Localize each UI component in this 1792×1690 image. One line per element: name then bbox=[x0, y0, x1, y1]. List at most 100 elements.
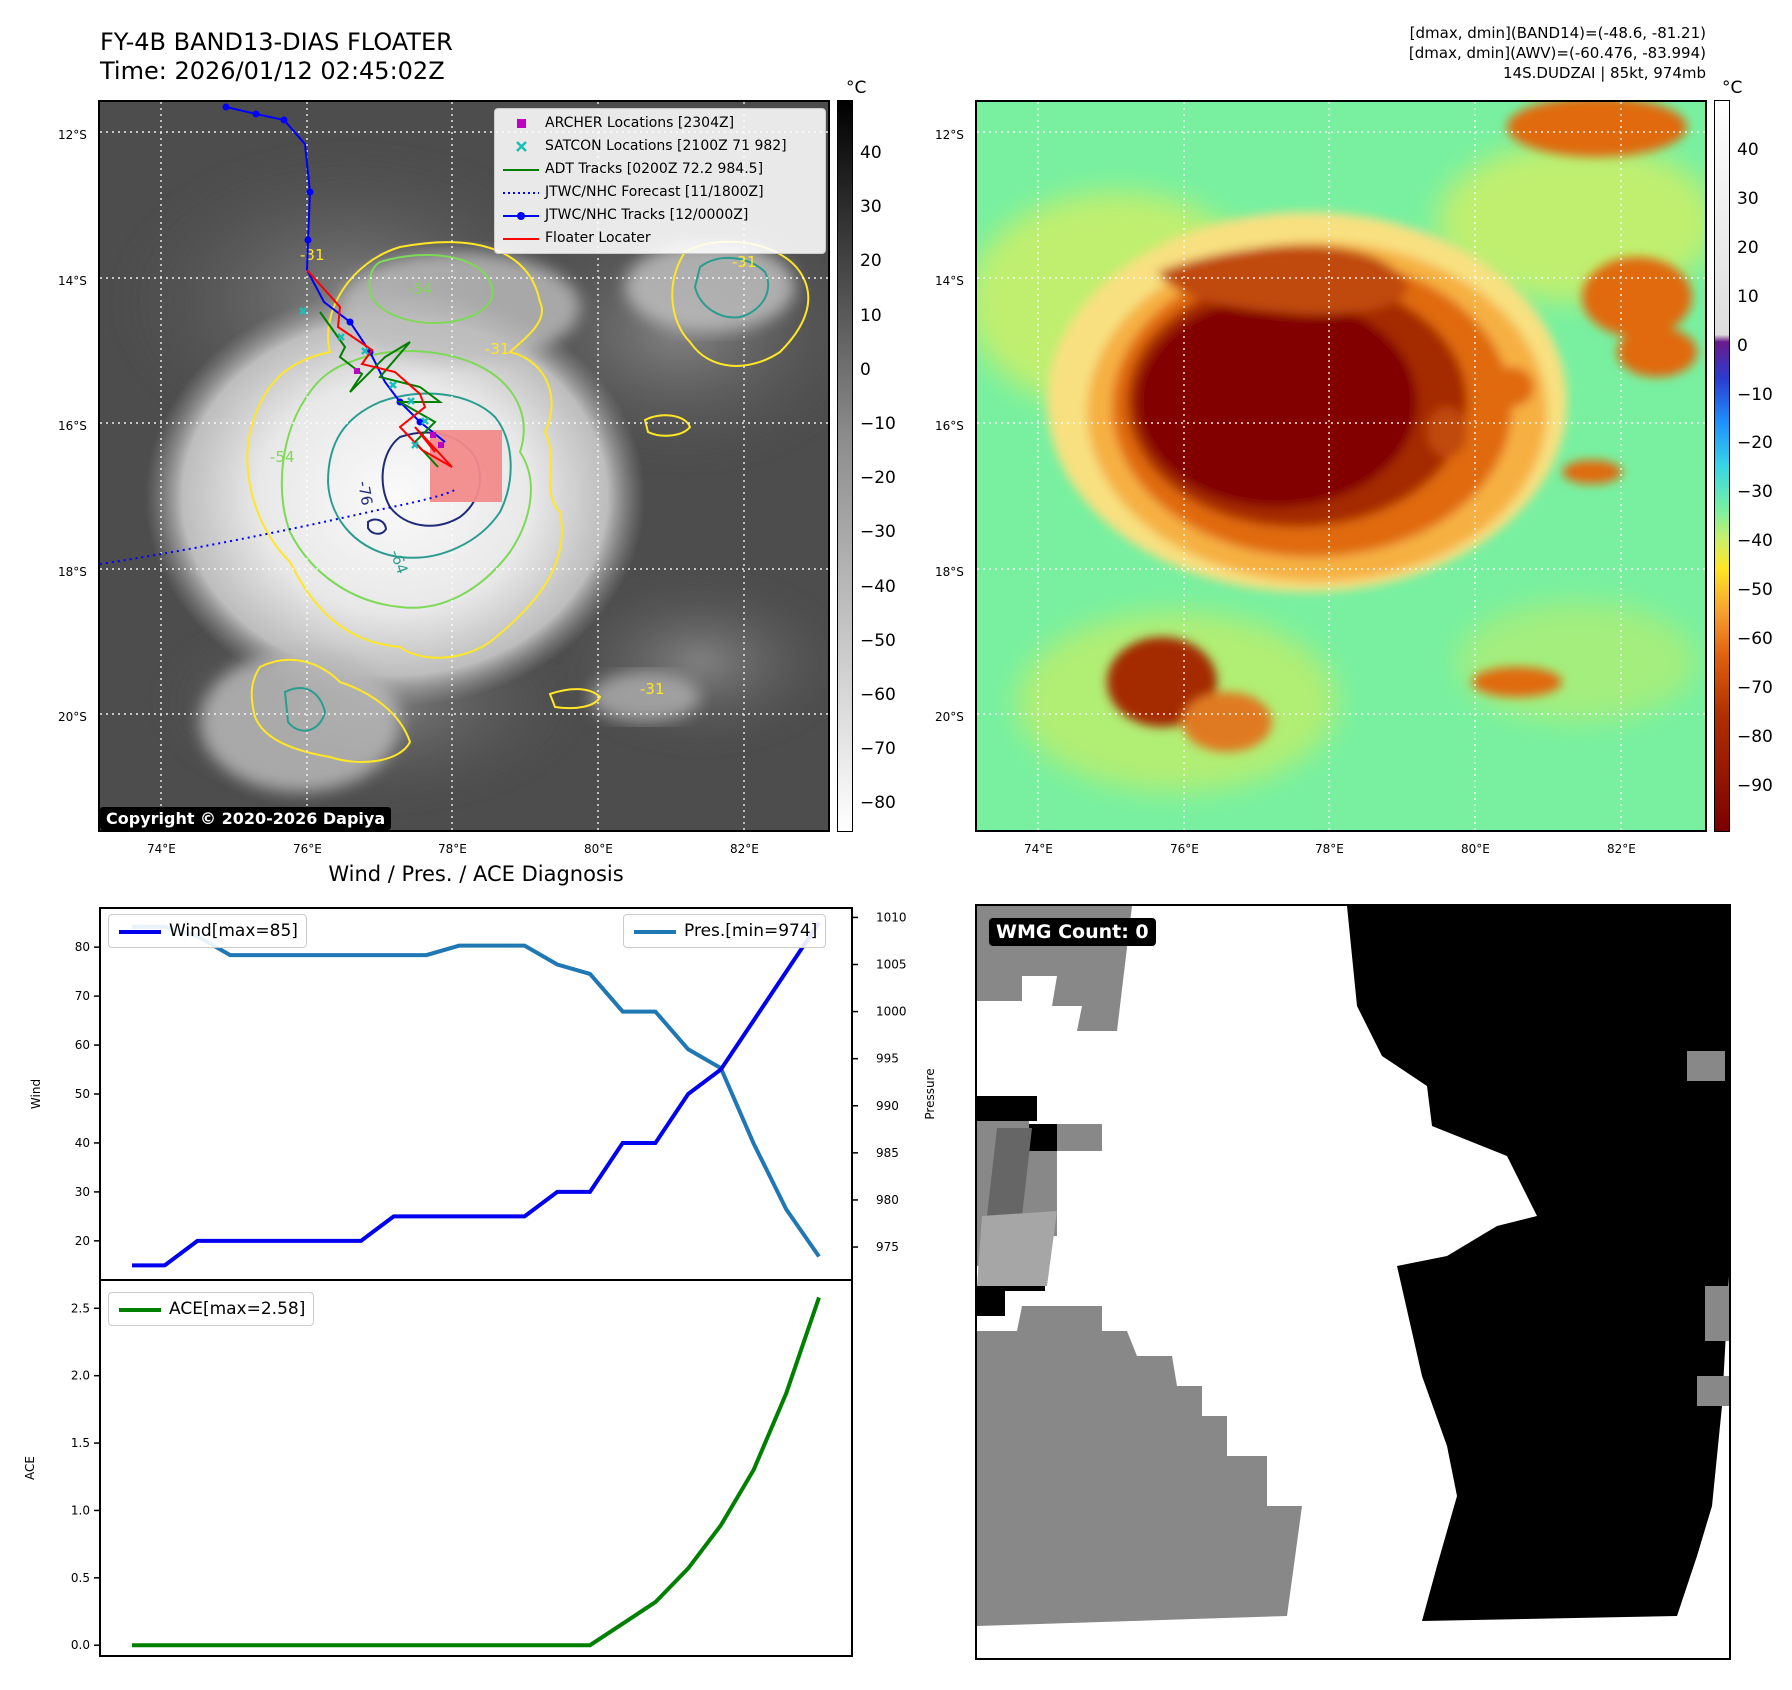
pressure-legend: Pres.[min=974] bbox=[623, 914, 827, 948]
legend-floater: Floater Locater bbox=[495, 227, 825, 250]
info-line-1: [dmax, dmin](BAND14)=(-48.6, -81.21) bbox=[1409, 24, 1706, 42]
title-line-2: Time: 2026/01/12 02:45:02Z bbox=[100, 57, 445, 85]
pressure-axis-label: Pressure bbox=[923, 1068, 937, 1119]
colorbar-right-unit: °C bbox=[1722, 78, 1743, 98]
legend-floater-label: Floater Locater bbox=[545, 230, 651, 246]
colorbar-right-tick: 20 bbox=[1737, 237, 1759, 258]
contour-54-b bbox=[368, 253, 494, 324]
contour-31 bbox=[246, 241, 563, 659]
pressure-ytick-label: 1005 bbox=[876, 958, 907, 972]
pressure-ytick-label: 1000 bbox=[876, 1005, 907, 1019]
contour-label-54: -54 bbox=[408, 280, 433, 298]
contour-label-31-south: -31 bbox=[640, 680, 665, 698]
contour-label-31: -31 bbox=[300, 246, 325, 264]
info-line-2: [dmax, dmin](AWV)=(-60.476, -83.994) bbox=[1408, 44, 1706, 62]
colorbar-right bbox=[1714, 100, 1730, 832]
lat-label-20s: 20°S bbox=[58, 710, 87, 724]
ace-axes-frame bbox=[99, 1279, 853, 1657]
colorbar-right-tick: −40 bbox=[1737, 531, 1773, 552]
wind-ytick-label: 50 bbox=[75, 1087, 90, 1101]
wind-legend-label: Wind[max=85] bbox=[169, 921, 298, 941]
colorbar-left-unit: °C bbox=[846, 78, 867, 98]
wind-axes-frame bbox=[99, 907, 853, 1281]
pressure-series-line bbox=[132, 924, 821, 1258]
lat-label-14s-right: 14°S bbox=[935, 274, 964, 288]
lon-label-76e: 76°E bbox=[293, 842, 322, 856]
lon-label-82e-right: 82°E bbox=[1607, 842, 1636, 856]
lon-label-80e-right: 80°E bbox=[1461, 842, 1490, 856]
legend-adt: ADT Tracks [0200Z 72.2 984.5] bbox=[495, 158, 825, 181]
legend-archer: ARCHER Locations [2304Z] bbox=[495, 112, 825, 135]
wmg-panel: WMG Count: 0 bbox=[975, 904, 1731, 1660]
contour-label-31-right: -31 bbox=[485, 340, 510, 358]
contour-64 bbox=[326, 392, 512, 559]
ace-ytick-label: 2.0 bbox=[71, 1369, 90, 1383]
legend-jtwc-track-label: JTWC/NHC Tracks [12/0000Z] bbox=[545, 207, 749, 223]
colorbar-right-tick: −60 bbox=[1737, 629, 1773, 649]
wind-ytick-label: 40 bbox=[75, 1136, 90, 1150]
ace-ytick-label: 0.5 bbox=[71, 1571, 90, 1585]
legend-jtwc-track: JTWC/NHC Tracks [12/0000Z] bbox=[495, 204, 825, 227]
adt-track-line bbox=[319, 311, 443, 468]
pressure-ytick-label: 980 bbox=[876, 1193, 899, 1207]
copyright-badge: Copyright © 2020-2026 Dapiya bbox=[100, 807, 392, 830]
lat-label-12s-right: 12°S bbox=[935, 128, 964, 142]
diagnosis-title: Wind / Pres. / ACE Diagnosis bbox=[328, 862, 624, 886]
contour-54 bbox=[280, 350, 532, 609]
jtwc-track-line bbox=[225, 106, 446, 443]
legend-satcon: SATCON Locations [2100Z 71 982] bbox=[495, 135, 825, 158]
contour-label-76: -76 bbox=[354, 480, 376, 507]
wind-ytick-label: 60 bbox=[75, 1038, 90, 1052]
colorbar-left-tick: 20 bbox=[860, 251, 882, 272]
wind-series-line bbox=[132, 921, 821, 1268]
contour-31-e bbox=[643, 414, 692, 437]
ace-ytick-label: 1.5 bbox=[71, 1436, 90, 1450]
colorbar-right-tick: −70 bbox=[1737, 677, 1773, 698]
enhanced-ir-panel bbox=[975, 100, 1707, 832]
wmg-map bbox=[977, 906, 1729, 1626]
ir-map-panel: -31 -31 -31 -31 -54 -54 -76 -64 bbox=[98, 100, 830, 832]
lat-label-20s-right: 20°S bbox=[935, 710, 964, 724]
lat-label-12s: 12°S bbox=[58, 128, 87, 142]
contour-54-c bbox=[693, 256, 770, 319]
legend-satcon-label: SATCON Locations [2100Z 71 982] bbox=[545, 138, 787, 154]
lat-label-16s: 16°S bbox=[58, 419, 87, 433]
colorbar-right-tick: −10 bbox=[1737, 384, 1773, 405]
colorbar-right-tick: −80 bbox=[1737, 726, 1773, 747]
ace-ytick-label: 2.5 bbox=[71, 1301, 90, 1315]
wind-legend: Wind[max=85] bbox=[108, 914, 307, 948]
pressure-legend-label: Pres.[min=974] bbox=[684, 921, 818, 941]
legend-jtwc-forecast-label: JTWC/NHC Forecast [11/1800Z] bbox=[545, 184, 764, 200]
lat-label-18s: 18°S bbox=[58, 565, 87, 579]
colorbar-right-tick: −20 bbox=[1737, 433, 1773, 454]
legend-jtwc-forecast: JTWC/NHC Forecast [11/1800Z] bbox=[495, 181, 825, 204]
info-line-3: 14S.DUDZAI | 85kt, 974mb bbox=[1503, 64, 1706, 82]
pressure-ytick-label: 985 bbox=[876, 1146, 899, 1160]
colorbar-left-tick: −70 bbox=[860, 739, 896, 760]
legend-adt-label: ADT Tracks [0200Z 72.2 984.5] bbox=[545, 161, 764, 177]
colorbar-right-tick: −50 bbox=[1737, 580, 1773, 601]
lon-label-74e-right: 74°E bbox=[1024, 842, 1053, 856]
colorbar-left-tick: 30 bbox=[860, 197, 882, 218]
wmg-count-badge: WMG Count: 0 bbox=[989, 918, 1156, 946]
contour-31-d bbox=[548, 688, 602, 710]
colorbar-left-tick: −40 bbox=[860, 576, 896, 597]
ace-series-line bbox=[132, 1296, 821, 1648]
lon-label-80e: 80°E bbox=[584, 842, 613, 856]
colorbar-right-tick: −90 bbox=[1737, 775, 1773, 796]
colorbar-left-tick: −30 bbox=[860, 522, 896, 543]
colorbar-left-tick: −80 bbox=[860, 793, 896, 814]
colorbar-left bbox=[837, 100, 853, 832]
contour-31-c bbox=[250, 658, 412, 763]
colorbar-left-tick: 40 bbox=[860, 143, 882, 163]
lon-label-78e-right: 78°E bbox=[1315, 842, 1344, 856]
lat-label-14s: 14°S bbox=[58, 274, 87, 288]
floater-locater-line bbox=[306, 269, 453, 468]
wind-ytick-label: 80 bbox=[75, 940, 90, 954]
ace-legend: ACE[max=2.58] bbox=[108, 1292, 315, 1326]
colorbar-left-tick: 0 bbox=[860, 359, 871, 380]
contour-54-d bbox=[283, 687, 327, 732]
pressure-ytick-label: 1010 bbox=[876, 910, 907, 924]
colorbar-right-tick: 10 bbox=[1737, 286, 1759, 307]
wind-ytick-label: 70 bbox=[75, 989, 90, 1003]
